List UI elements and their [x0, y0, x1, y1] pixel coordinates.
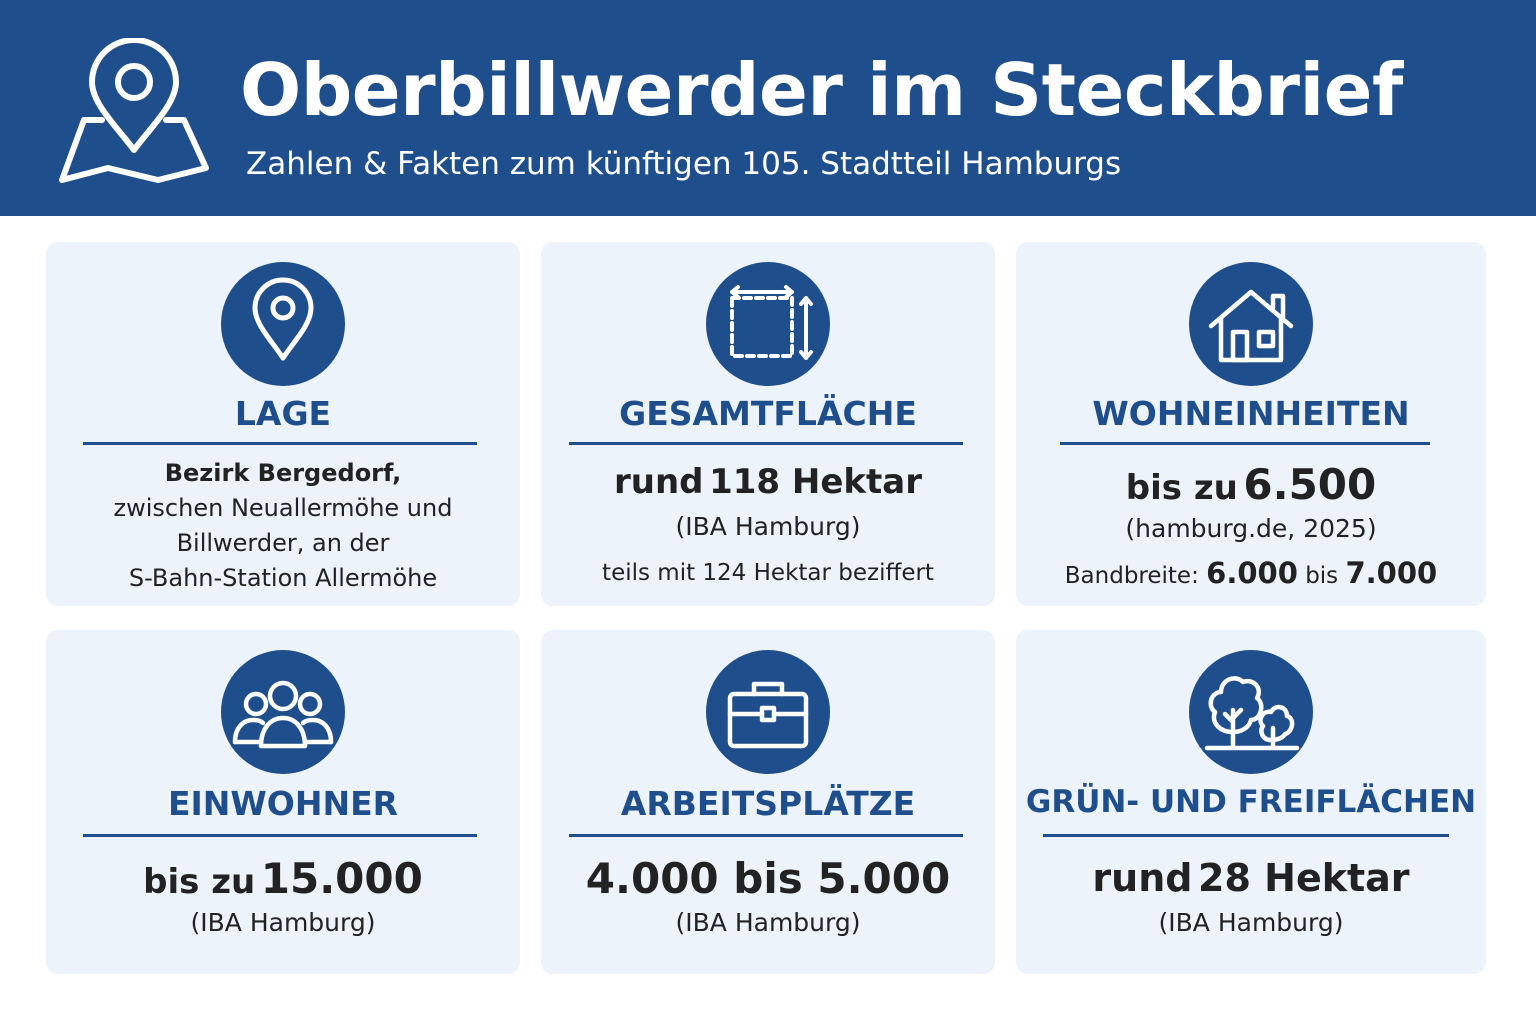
card-value: bis zu 6.500 — [1016, 460, 1486, 509]
card-arbeitsplaetze: ARBEITSPLÄTZE 4.000 bis 5.000 (IBA Hambu… — [541, 630, 995, 974]
page-title: Oberbillwerder im Steckbrief — [240, 48, 1403, 132]
people-icon — [221, 650, 345, 774]
card-lage: LAGE Bezirk Bergedorf, zwischen Neualler… — [46, 242, 520, 606]
value-prefix: rund — [614, 462, 704, 502]
divider — [569, 834, 963, 837]
card-label: GESAMTFLÄCHE — [619, 394, 917, 433]
card-note: teils mit 124 Hektar beziffert — [602, 560, 934, 586]
card-label: EINWOHNER — [167, 784, 399, 823]
value-prefix: bis zu — [143, 862, 256, 902]
divider — [569, 442, 963, 445]
area-dimensions-icon — [706, 262, 830, 386]
card-note: Bandbreite: 6.000 bis 7.000 — [1016, 556, 1486, 590]
value-number: 15.000 — [260, 854, 423, 903]
divider — [1043, 834, 1449, 837]
note-mid: bis — [1305, 563, 1339, 589]
value-number: 28 Hektar — [1198, 856, 1410, 900]
location-pin-icon — [221, 262, 345, 386]
divider — [1060, 442, 1430, 445]
card-source: (IBA Hamburg) — [675, 908, 861, 937]
card-value: rund 118 Hektar — [541, 462, 995, 502]
card-gesamtflaeche: GESAMTFLÄCHE rund 118 Hektar (IBA Hambur… — [541, 242, 995, 606]
value-number: 6.500 — [1243, 460, 1377, 509]
value-number: 4.000 bis 5.000 — [585, 854, 951, 903]
card-description: Bezirk Bergedorf, zwischen Neuallermöhe … — [46, 456, 520, 596]
card-label: GRÜN- UND FREIFLÄCHEN — [1025, 784, 1477, 820]
map-pin-icon — [59, 38, 209, 183]
card-source: (hamburg.de, 2025) — [1125, 514, 1377, 543]
card-einwohner: EINWOHNER bis zu 15.000 (IBA Hamburg) — [46, 630, 520, 974]
card-label: LAGE — [234, 394, 332, 433]
description-line: Billwerder, an der — [176, 529, 390, 557]
card-value: bis zu 15.000 — [46, 854, 520, 903]
card-value: rund 28 Hektar — [1016, 856, 1486, 900]
value-prefix: rund — [1092, 856, 1193, 900]
page-subtitle: Zahlen & Fakten zum künftigen 105. Stadt… — [246, 146, 1122, 182]
card-source: (IBA Hamburg) — [675, 512, 861, 541]
note-from: 6.000 — [1206, 556, 1298, 590]
card-wohneinheiten: WOHNEINHEITEN bis zu 6.500 (hamburg.de, … — [1016, 242, 1486, 606]
note-to: 7.000 — [1345, 556, 1438, 590]
card-label: WOHNEINHEITEN — [1092, 394, 1410, 433]
briefcase-icon — [706, 650, 830, 774]
card-gruenflaechen: GRÜN- UND FREIFLÄCHEN rund 28 Hektar (IB… — [1016, 630, 1486, 974]
header-banner: Oberbillwerder im Steckbrief Zahlen & Fa… — [0, 0, 1536, 216]
card-source: (IBA Hamburg) — [1158, 908, 1344, 937]
card-value: 4.000 bis 5.000 — [541, 854, 995, 903]
card-source: (IBA Hamburg) — [190, 908, 376, 937]
description-line: zwischen Neuallermöhe und — [113, 494, 453, 522]
divider — [83, 834, 477, 837]
description-line: Bezirk Bergedorf, — [164, 459, 402, 487]
divider — [83, 442, 477, 445]
trees-icon — [1189, 650, 1313, 774]
value-prefix: bis zu — [1125, 468, 1238, 508]
card-label: ARBEITSPLÄTZE — [620, 784, 916, 823]
value-number: 118 Hektar — [709, 462, 922, 502]
description-line: S-Bahn-Station Allermöhe — [128, 564, 438, 592]
note-label: Bandbreite: — [1064, 563, 1199, 589]
house-icon — [1189, 262, 1313, 386]
